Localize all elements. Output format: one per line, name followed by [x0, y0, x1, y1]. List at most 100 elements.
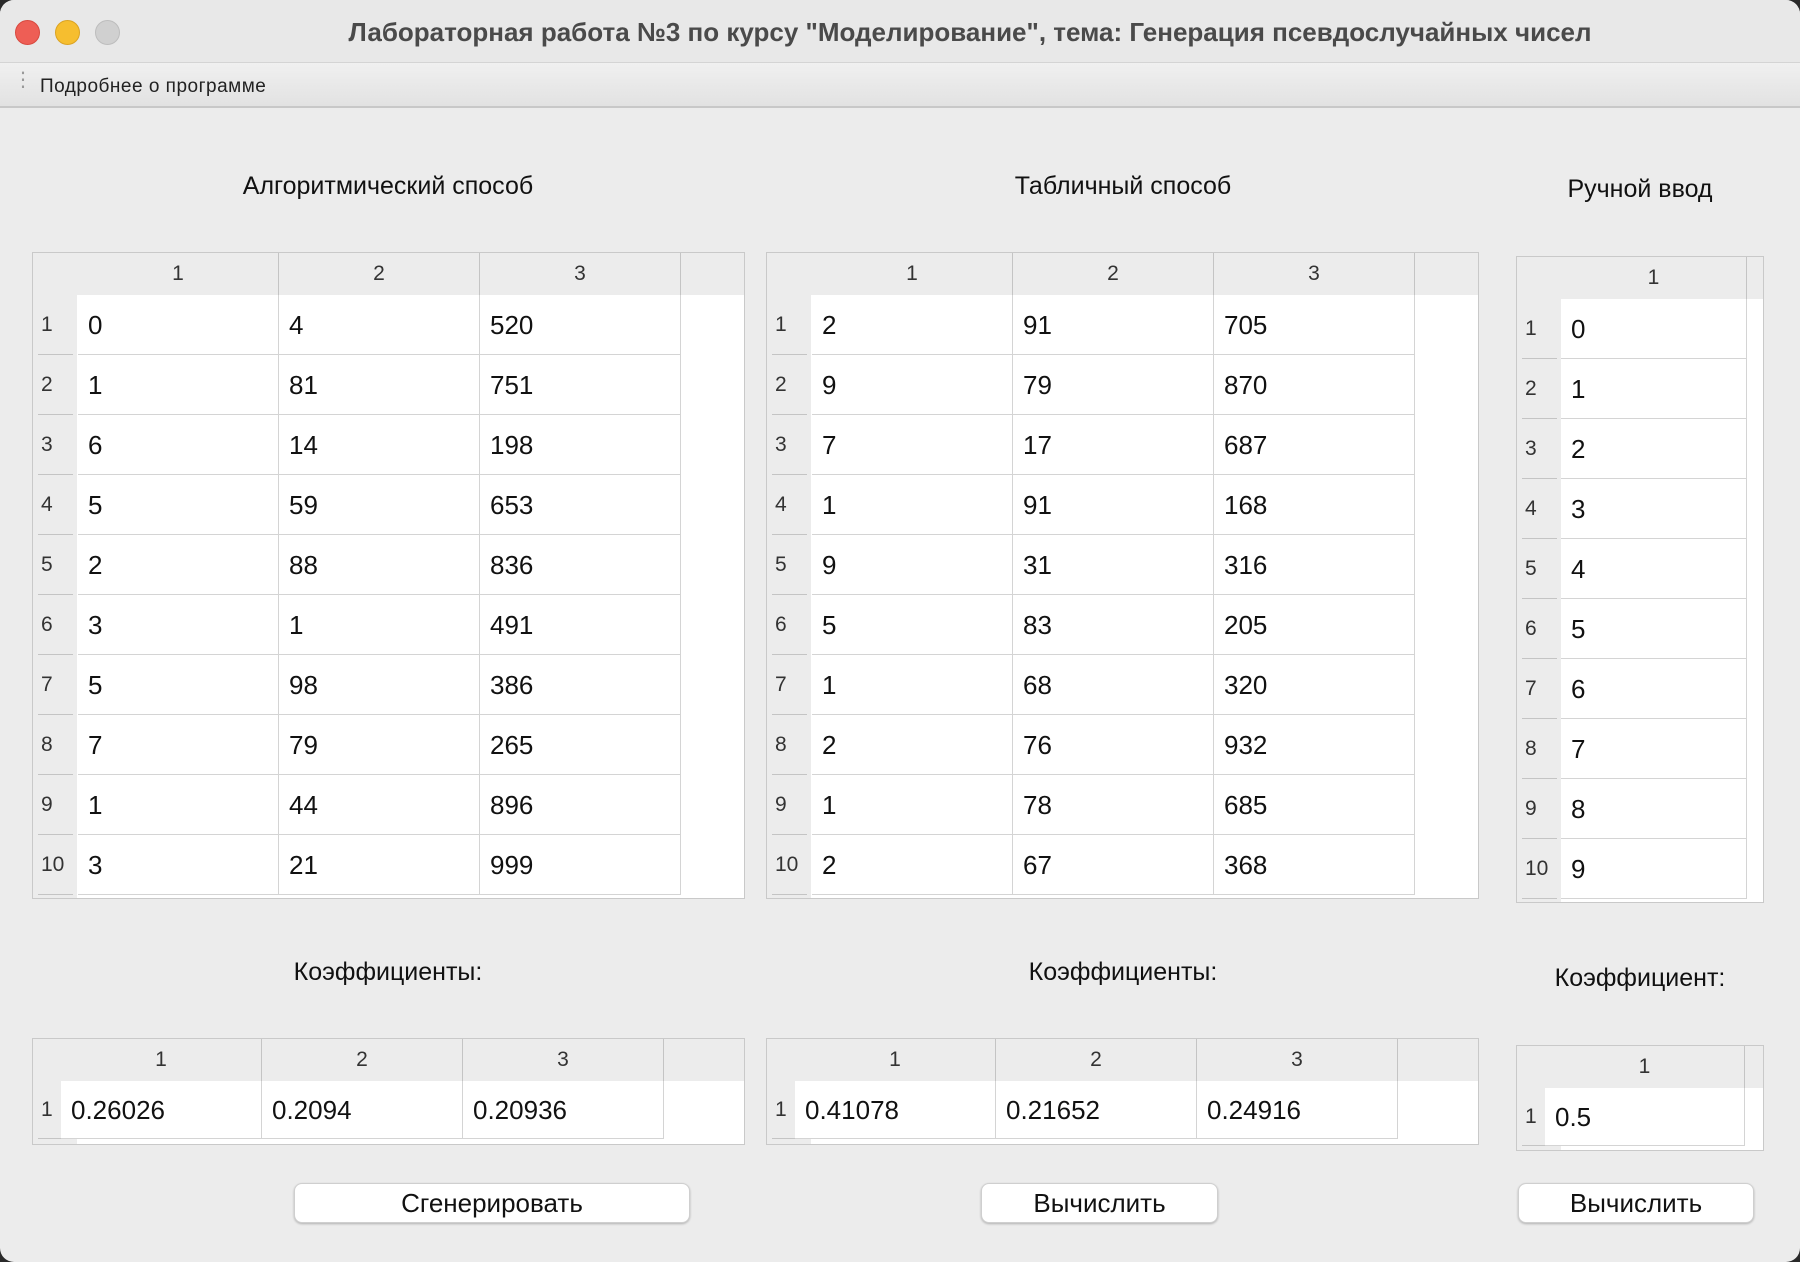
menu-item-about[interactable]: Подробнее о программе: [40, 76, 267, 97]
table-cell[interactable]: 1: [812, 475, 1013, 535]
table-cell[interactable]: 6: [78, 415, 279, 475]
column-header[interactable]: 1: [795, 1039, 996, 1081]
column-header[interactable]: 3: [480, 253, 681, 295]
row-header[interactable]: 2: [33, 355, 77, 415]
row-header[interactable]: 2: [767, 355, 811, 415]
table-cell[interactable]: 7: [1561, 719, 1747, 779]
table-cell[interactable]: 932: [1214, 715, 1415, 775]
column-header[interactable]: 1: [1545, 1046, 1745, 1088]
table-cell[interactable]: 205: [1214, 595, 1415, 655]
toolbar-grip-icon[interactable]: ⋮: [13, 69, 33, 91]
table-cell[interactable]: 836: [480, 535, 681, 595]
table-cell[interactable]: 6: [1561, 659, 1747, 719]
table-cell[interactable]: 1: [812, 775, 1013, 835]
table-cell[interactable]: 1: [812, 655, 1013, 715]
table-cell[interactable]: 685: [1214, 775, 1415, 835]
tabular-calculate-button[interactable]: Вычислить: [981, 1183, 1218, 1223]
row-header[interactable]: 6: [1517, 599, 1561, 659]
row-header[interactable]: 10: [1517, 839, 1561, 899]
generate-button[interactable]: Сгенерировать: [294, 1183, 690, 1223]
table-cell[interactable]: 9: [812, 355, 1013, 415]
table-cell[interactable]: 17: [1013, 415, 1214, 475]
row-header[interactable]: 1: [1517, 299, 1561, 359]
table-cell[interactable]: 8: [1561, 779, 1747, 839]
table-cell[interactable]: 2: [78, 535, 279, 595]
column-header[interactable]: 2: [262, 1039, 463, 1081]
row-header[interactable]: 1: [767, 1081, 811, 1139]
table-cell[interactable]: 2: [1561, 419, 1747, 479]
table-cell[interactable]: 5: [78, 475, 279, 535]
table-cell[interactable]: 59: [279, 475, 480, 535]
manual-coef-table[interactable]: 1 1 0.5: [1516, 1045, 1764, 1151]
table-cell[interactable]: 0.41078: [795, 1081, 996, 1139]
table-cell[interactable]: 653: [480, 475, 681, 535]
column-header[interactable]: 1: [1561, 257, 1747, 299]
table-cell[interactable]: 2: [812, 715, 1013, 775]
column-header[interactable]: 3: [463, 1039, 664, 1081]
column-header[interactable]: 2: [1013, 253, 1214, 295]
table-cell[interactable]: 687: [1214, 415, 1415, 475]
table-cell[interactable]: 1: [279, 595, 480, 655]
table-cell[interactable]: 79: [1013, 355, 1214, 415]
row-header[interactable]: 5: [33, 535, 77, 595]
table-cell[interactable]: 3: [78, 595, 279, 655]
table-cell[interactable]: 0: [1561, 299, 1747, 359]
row-header[interactable]: 6: [33, 595, 77, 655]
table-cell[interactable]: 3: [1561, 479, 1747, 539]
tabular-coef-table[interactable]: 1 2 3 1 0.41078 0.21652 0.24916: [766, 1038, 1479, 1145]
table-cell[interactable]: 705: [1214, 295, 1415, 355]
table-cell[interactable]: 316: [1214, 535, 1415, 595]
row-header[interactable]: 1: [1517, 1088, 1561, 1146]
row-header[interactable]: 8: [767, 715, 811, 775]
column-header[interactable]: 1: [61, 1039, 262, 1081]
table-cell[interactable]: 0.21652: [996, 1081, 1197, 1139]
table-cell[interactable]: 4: [279, 295, 480, 355]
table-cell[interactable]: 198: [480, 415, 681, 475]
table-cell[interactable]: 386: [480, 655, 681, 715]
table-cell[interactable]: 368: [1214, 835, 1415, 895]
row-header[interactable]: 7: [1517, 659, 1561, 719]
column-header[interactable]: 2: [996, 1039, 1197, 1081]
table-cell[interactable]: 44: [279, 775, 480, 835]
table-cell[interactable]: 3: [78, 835, 279, 895]
row-header[interactable]: 4: [33, 475, 77, 535]
row-header[interactable]: 9: [767, 775, 811, 835]
table-cell[interactable]: 168: [1214, 475, 1415, 535]
table-cell[interactable]: 78: [1013, 775, 1214, 835]
table-cell[interactable]: 4: [1561, 539, 1747, 599]
column-header[interactable]: 1: [78, 253, 279, 295]
table-cell[interactable]: 2: [812, 835, 1013, 895]
table-cell[interactable]: 0.20936: [463, 1081, 664, 1139]
table-cell[interactable]: 751: [480, 355, 681, 415]
table-cell[interactable]: 91: [1013, 475, 1214, 535]
column-header[interactable]: 3: [1197, 1039, 1398, 1081]
table-cell[interactable]: 1: [1561, 359, 1747, 419]
table-cell[interactable]: 81: [279, 355, 480, 415]
table-cell[interactable]: 0: [78, 295, 279, 355]
table-cell[interactable]: 68: [1013, 655, 1214, 715]
table-cell[interactable]: 1: [78, 355, 279, 415]
algorithmic-coef-table[interactable]: 1 2 3 1 0.26026 0.2094 0.20936: [32, 1038, 745, 1145]
column-header[interactable]: 3: [1214, 253, 1415, 295]
row-header[interactable]: 1: [767, 295, 811, 355]
table-cell[interactable]: 79: [279, 715, 480, 775]
table-cell[interactable]: 7: [78, 715, 279, 775]
table-cell[interactable]: 2: [812, 295, 1013, 355]
table-cell[interactable]: 520: [480, 295, 681, 355]
table-cell[interactable]: 5: [812, 595, 1013, 655]
table-cell[interactable]: 91: [1013, 295, 1214, 355]
row-header[interactable]: 3: [1517, 419, 1561, 479]
table-cell[interactable]: 88: [279, 535, 480, 595]
minimize-window-button[interactable]: [55, 20, 80, 45]
table-cell[interactable]: 0.5: [1545, 1088, 1745, 1146]
row-header[interactable]: 2: [1517, 359, 1561, 419]
table-cell[interactable]: 9: [1561, 839, 1747, 899]
table-cell[interactable]: 67: [1013, 835, 1214, 895]
row-header[interactable]: 8: [1517, 719, 1561, 779]
row-header[interactable]: 9: [33, 775, 77, 835]
row-header[interactable]: 10: [767, 835, 811, 895]
row-header[interactable]: 7: [767, 655, 811, 715]
table-cell[interactable]: 9: [812, 535, 1013, 595]
row-header[interactable]: 4: [767, 475, 811, 535]
table-cell[interactable]: 0.26026: [61, 1081, 262, 1139]
